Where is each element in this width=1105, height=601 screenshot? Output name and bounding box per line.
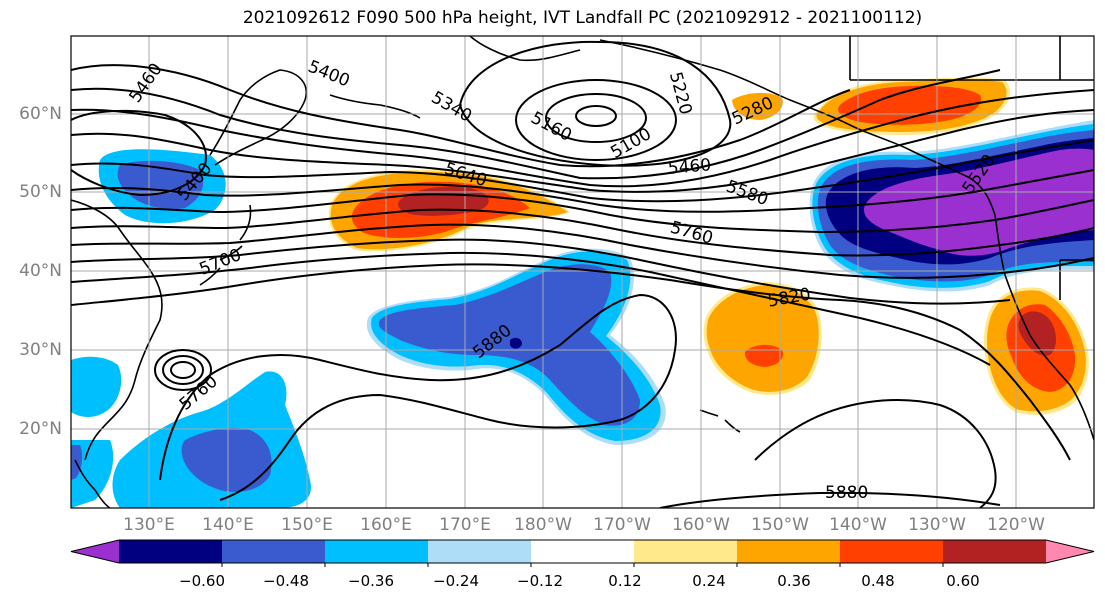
contour-5880-west (159, 293, 677, 501)
graticule (71, 36, 1094, 508)
contour-5880-east (754, 399, 997, 508)
ivt-region-goa-positive-core (838, 85, 982, 125)
coastlines (71, 36, 1094, 508)
colorbar-tick-label: 0.24 (692, 572, 726, 590)
coast-greenland-border (849, 36, 1094, 300)
lon-label-170w: 170°W (593, 515, 651, 535)
contour-5640 (71, 223, 1094, 279)
colorbar (70, 539, 1095, 567)
colorbar-tick-label: −0.12 (517, 572, 563, 590)
colorbar-bin (119, 540, 223, 563)
contour-low-3 (515, 79, 677, 161)
colorbar-tick-label: −0.24 (433, 572, 479, 590)
lat-label-40n: 40°N (19, 261, 62, 281)
colorbar-tick-label: −0.36 (348, 572, 394, 590)
lon-label-180w: 180°W (514, 515, 572, 535)
colorbar-tick-label: 0.60 (946, 572, 980, 590)
contour-5700 (71, 238, 1011, 305)
contour-label: 5880 (825, 483, 868, 503)
colorbar-tick-label: 0.36 (777, 572, 811, 590)
contour-5580 (71, 208, 1094, 257)
contour-low-4 (458, 40, 732, 167)
colorbar-tick-label: 0.48 (861, 572, 895, 590)
ivt-region-cpac-negative-core (378, 264, 640, 426)
lon-label-130e: 130°E (123, 515, 175, 535)
ivt-region-trop-wpac-negative-core (181, 428, 272, 492)
lat-label-30n: 30°N (19, 340, 62, 360)
contour-low-2 (545, 93, 647, 143)
lat-label-50n: 50°N (19, 182, 62, 202)
ivt-region-far-west-negative (71, 356, 122, 417)
contour-5460 (71, 169, 1094, 213)
map-title: 2021092612 F090 500 hPa height, IVT Land… (242, 8, 923, 28)
contour-5340 (71, 109, 1094, 193)
lon-label-170e: 170°E (439, 515, 491, 535)
coast-kamchatka (209, 69, 307, 166)
contour-typhoon-2 (162, 355, 204, 385)
contour-5760 (71, 251, 991, 366)
contour-5880-south (659, 491, 1001, 508)
ivt-region-japan-negative-core (117, 160, 204, 210)
contour-5520 (71, 193, 1094, 234)
height-contours (71, 40, 1094, 508)
contour-5220 (71, 69, 1001, 180)
colorbar-tick-label: −0.60 (179, 572, 225, 590)
colorbar-bin (840, 540, 944, 563)
map-plot-area: 5460 5400 5340 5160 5100 5220 5280 5460 … (71, 36, 1094, 508)
contour-label: 5460 (667, 155, 712, 179)
ivt-region-bering-positive (732, 92, 783, 120)
ivt-region-subtrop-positive (706, 285, 819, 392)
lon-label-130w: 130°W (908, 515, 966, 535)
lat-label-20n: 20°N (19, 419, 62, 439)
colorbar-tick-label: −0.48 (263, 572, 309, 590)
ivt-region-california-positive-peak (1018, 311, 1056, 356)
lon-label-140e: 140°E (202, 515, 254, 535)
lon-label-150w: 150°W (751, 515, 809, 535)
contour-nw-low (71, 109, 207, 197)
contour-typhoon-3 (154, 349, 212, 391)
lon-label-120w: 120°W (987, 515, 1045, 535)
colorbar-extend-max (1046, 540, 1094, 563)
coast-north-america (994, 214, 1094, 441)
colorbar-extend-min (71, 540, 119, 563)
contour-typhoon-1 (170, 361, 196, 379)
coast-philippines (74, 459, 111, 508)
lon-label-160w: 160°W (672, 515, 730, 535)
lat-label-60n: 60°N (19, 104, 62, 124)
colorbar-bin (428, 540, 532, 563)
coast-asia (71, 199, 163, 461)
colorbar-bin (943, 540, 1047, 563)
colorbar-bin (531, 540, 635, 563)
lon-label-140w: 140°W (829, 515, 887, 535)
contour-5820 (71, 263, 1071, 461)
coast-japan (199, 204, 252, 286)
colorbar-tick-label: 0.12 (608, 572, 642, 590)
colorbar-bin (222, 540, 326, 563)
contour-low-inner (575, 105, 617, 127)
contour-5400 (71, 139, 1094, 203)
colorbar-bin (737, 540, 841, 563)
coast-alaska (469, 36, 996, 216)
ivt-region-cpac-navy-dot (510, 337, 522, 349)
lon-label-150e: 150°E (281, 515, 333, 535)
contour-5160 (71, 64, 851, 168)
lon-label-160e: 160°E (360, 515, 412, 535)
coast-aleutians (329, 94, 421, 119)
map-frame (70, 35, 1095, 509)
colorbar-outline (70, 539, 1095, 564)
colorbar-bin (325, 540, 429, 563)
colorbar-bin (634, 540, 738, 563)
contour-5280 (71, 89, 1094, 188)
